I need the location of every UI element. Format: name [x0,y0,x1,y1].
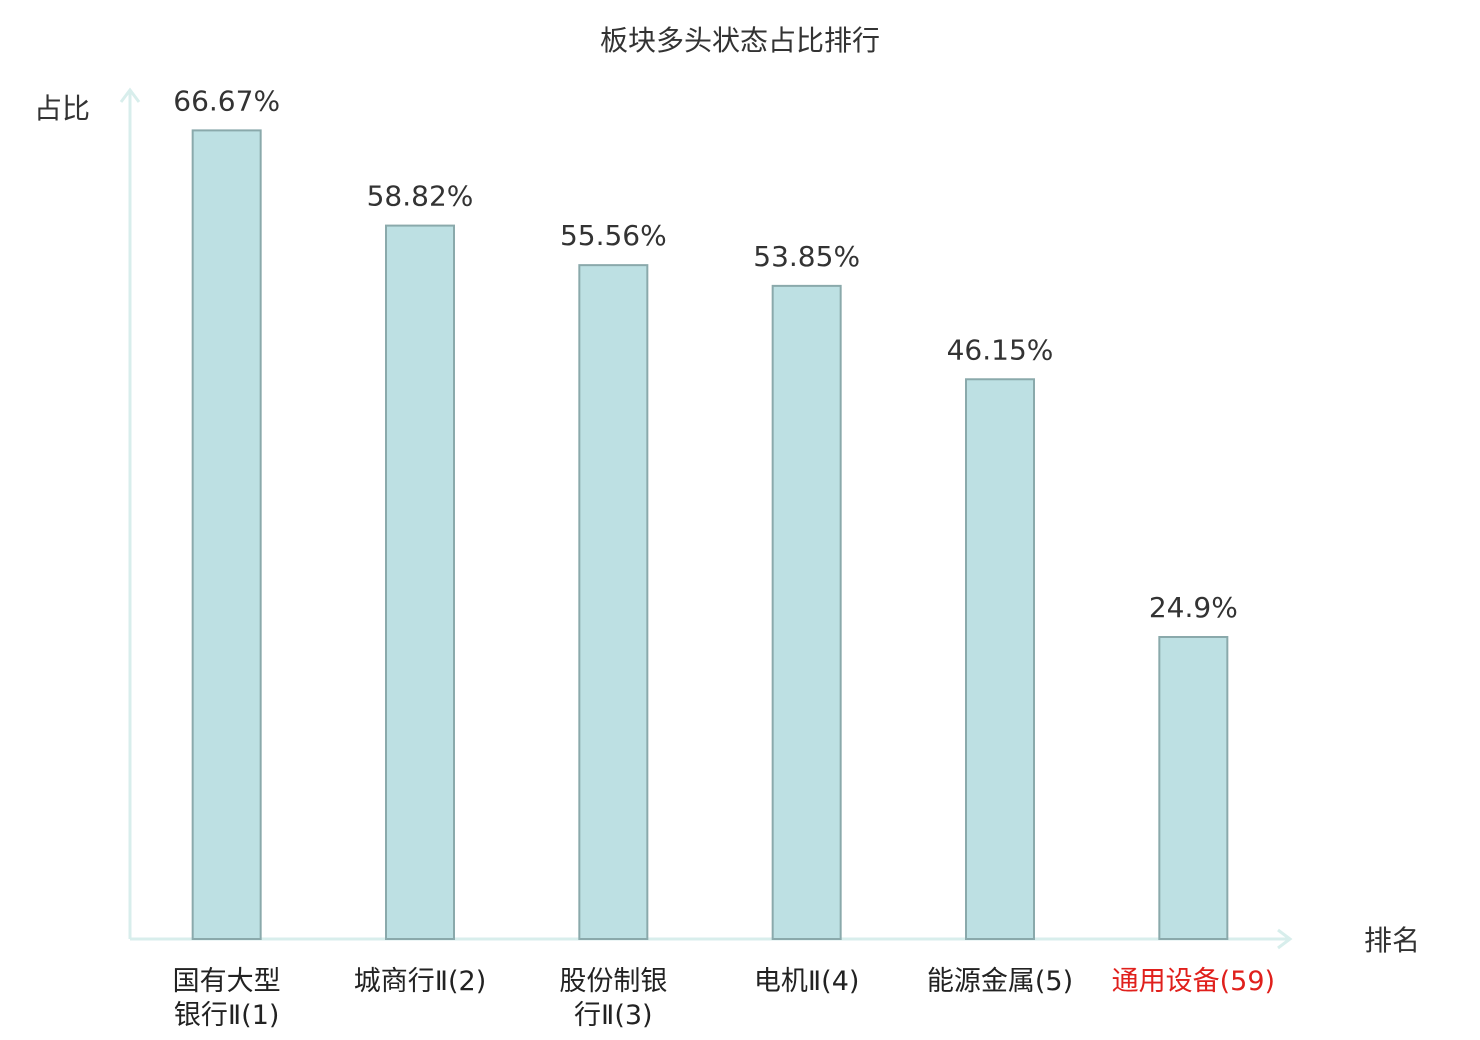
bar [965,378,1035,940]
x-tick-label: 通用设备(59) [1111,966,1276,997]
value-label: 66.67% [173,84,280,117]
bar [578,264,649,940]
x-axis-label: 排名 [1364,924,1420,957]
bar [771,284,842,941]
y-axis-label: 占比 [34,92,90,125]
value-label: 24.9% [1149,591,1238,624]
x-axis-arrow [1277,928,1293,950]
chart-title: 板块多头状态占比排行 [600,24,880,57]
x-tick-label: 城商行Ⅱ(2) [353,966,487,997]
bar [385,224,455,941]
x-tick-label: 股份制银 行Ⅱ(3) [559,966,668,1031]
x-tick-label: 国有大型 银行Ⅱ(1) [172,966,281,1031]
x-tick-label: 电机Ⅱ(4) [753,966,860,997]
value-label: 46.15% [947,333,1054,366]
value-label: 53.85% [753,240,860,273]
y-axis-arrow [119,87,141,103]
x-tick-label: 能源金属(5) [926,966,1074,997]
bar [1158,635,1229,941]
bar [191,129,262,941]
value-label: 58.82% [367,180,474,213]
value-label: 55.56% [560,219,667,252]
